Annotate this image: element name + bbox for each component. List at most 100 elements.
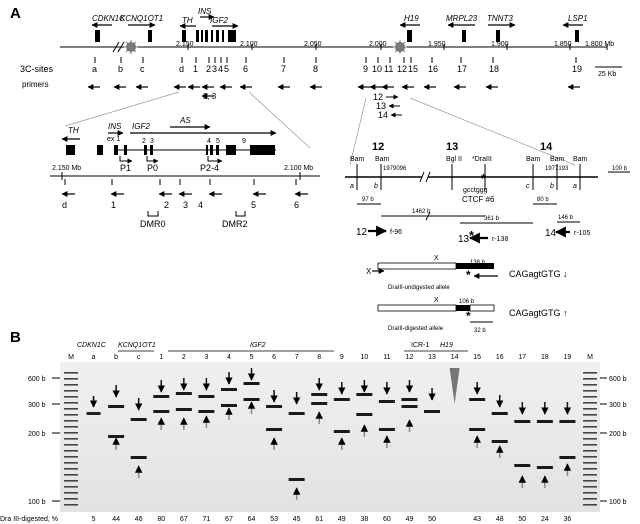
- icr-blob-kcnq1ot1: [124, 40, 138, 54]
- svg-text:2: 2: [164, 200, 169, 210]
- svg-text:6: 6: [243, 64, 248, 74]
- svg-text:DMR0: DMR0: [140, 219, 166, 229]
- svg-text:2: 2: [142, 138, 146, 145]
- gel-band: [356, 393, 373, 396]
- svg-text:1979096: 1979096: [383, 166, 407, 172]
- lane-label: 2: [182, 354, 186, 361]
- svg-text:200 b: 200 b: [609, 431, 627, 438]
- ladder-band: [583, 372, 597, 374]
- svg-text:100 b: 100 b: [609, 499, 627, 506]
- percent-value: 80: [157, 516, 165, 523]
- ladder-band: [64, 456, 78, 458]
- percent-value: 67: [180, 516, 188, 523]
- lane-label: a: [92, 354, 96, 361]
- ladder-band: [64, 480, 78, 482]
- gel-band: [311, 393, 328, 396]
- gel-band: [514, 464, 531, 467]
- svg-text:P0: P0: [147, 163, 158, 173]
- lane-label: 14: [451, 354, 459, 361]
- ladder-band: [64, 462, 78, 464]
- gel-band: [220, 404, 237, 407]
- gel-band: [108, 405, 125, 408]
- gel-band: [130, 456, 147, 459]
- gel-band: [311, 402, 328, 405]
- ladder-band: [64, 486, 78, 488]
- panel-b-label: B: [10, 329, 21, 346]
- ladder-band: [583, 438, 597, 440]
- svg-text:80 b: 80 b: [537, 197, 549, 203]
- gene-igf2: IGF2: [210, 16, 228, 25]
- gel-band: [153, 395, 170, 398]
- gel-band: [536, 466, 553, 469]
- gel-band: [175, 392, 192, 395]
- lane-label: 16: [496, 354, 504, 361]
- svg-text:300 b: 300 b: [28, 402, 46, 409]
- ladder-band: [583, 378, 597, 380]
- ladder-band: [64, 474, 78, 476]
- gene-labels: CDKN1C KCNQ1OT1 INS TH IGF2 H19 MRPL23 T…: [92, 7, 588, 25]
- ladder-band: [583, 480, 597, 482]
- gel-band: [333, 430, 350, 433]
- coord-1950: 1.950: [428, 41, 446, 48]
- percent-value: 64: [248, 516, 256, 523]
- percent-label: Dra III-digested, %: [0, 516, 58, 523]
- gel-band: [401, 405, 418, 408]
- scale-bar: 25 Kb: [595, 66, 622, 78]
- gel-band: [491, 440, 508, 443]
- svg-text:5: 5: [224, 64, 229, 74]
- svg-text:6: 6: [294, 200, 299, 210]
- ladder-band: [64, 444, 78, 446]
- lane-label: 10: [360, 354, 368, 361]
- gel-band: [198, 410, 215, 413]
- svg-text:4: 4: [198, 200, 203, 210]
- svg-text:DMR2: DMR2: [222, 219, 248, 229]
- svg-text:2.150 Mb: 2.150 Mb: [52, 165, 81, 172]
- zoom-connectors: [64, 91, 576, 166]
- svg-text:CTCF #6: CTCF #6: [462, 195, 495, 204]
- svg-text:13: 13: [446, 141, 458, 153]
- coord-2050: 2.050: [304, 41, 322, 48]
- coord-1900: 1.900: [491, 41, 509, 48]
- lane-label: 9: [340, 354, 344, 361]
- site-labels: a b c d 1 2 3 4 5 6 7 8 9 10 11 12 15 16…: [92, 64, 582, 74]
- lane-label: 1: [159, 354, 163, 361]
- svg-text:600 b: 600 b: [609, 376, 627, 383]
- svg-text:a: a: [350, 183, 354, 190]
- ladder-band: [583, 432, 597, 434]
- lane-label: c: [137, 354, 141, 361]
- svg-text:97 b: 97 b: [362, 197, 374, 203]
- svg-text:1: 1: [111, 200, 116, 210]
- ladder-band: [583, 384, 597, 386]
- svg-text:5: 5: [251, 200, 256, 210]
- lane-label: 17: [518, 354, 526, 361]
- svg-text:*: *: [466, 268, 471, 282]
- coord-2100: 2.100: [240, 41, 258, 48]
- gel-band: [469, 428, 486, 431]
- ladder-band: [64, 504, 78, 506]
- gel-band: [243, 398, 260, 401]
- percent-value: 53: [270, 516, 278, 523]
- gel-image: [60, 362, 600, 512]
- svg-text:100 b: 100 b: [612, 166, 628, 172]
- percent-value: 44: [112, 516, 120, 523]
- ladder-band: [64, 414, 78, 416]
- svg-text:d: d: [179, 64, 184, 74]
- svg-text:3: 3: [150, 138, 154, 145]
- gel-band: [536, 420, 553, 423]
- gel-band: [243, 382, 260, 385]
- percent-value: 43: [473, 516, 481, 523]
- svg-text:25 Kb: 25 Kb: [598, 71, 616, 78]
- lane-label: 7: [295, 354, 299, 361]
- lane-label: b: [114, 354, 118, 361]
- svg-text:10: 10: [372, 64, 382, 74]
- coord-2150: 2.150: [176, 41, 194, 48]
- lz-gene-igf2: IGF2: [132, 122, 150, 131]
- svg-text:19: 19: [572, 64, 582, 74]
- svg-text:CDKN1C: CDKN1C: [77, 342, 107, 349]
- svg-text:361 b: 361 b: [484, 216, 500, 222]
- lz-gene-th: TH: [68, 126, 79, 135]
- svg-text:146 b: 146 b: [558, 215, 574, 221]
- gel-band: [424, 410, 441, 413]
- svg-text:3: 3: [183, 200, 188, 210]
